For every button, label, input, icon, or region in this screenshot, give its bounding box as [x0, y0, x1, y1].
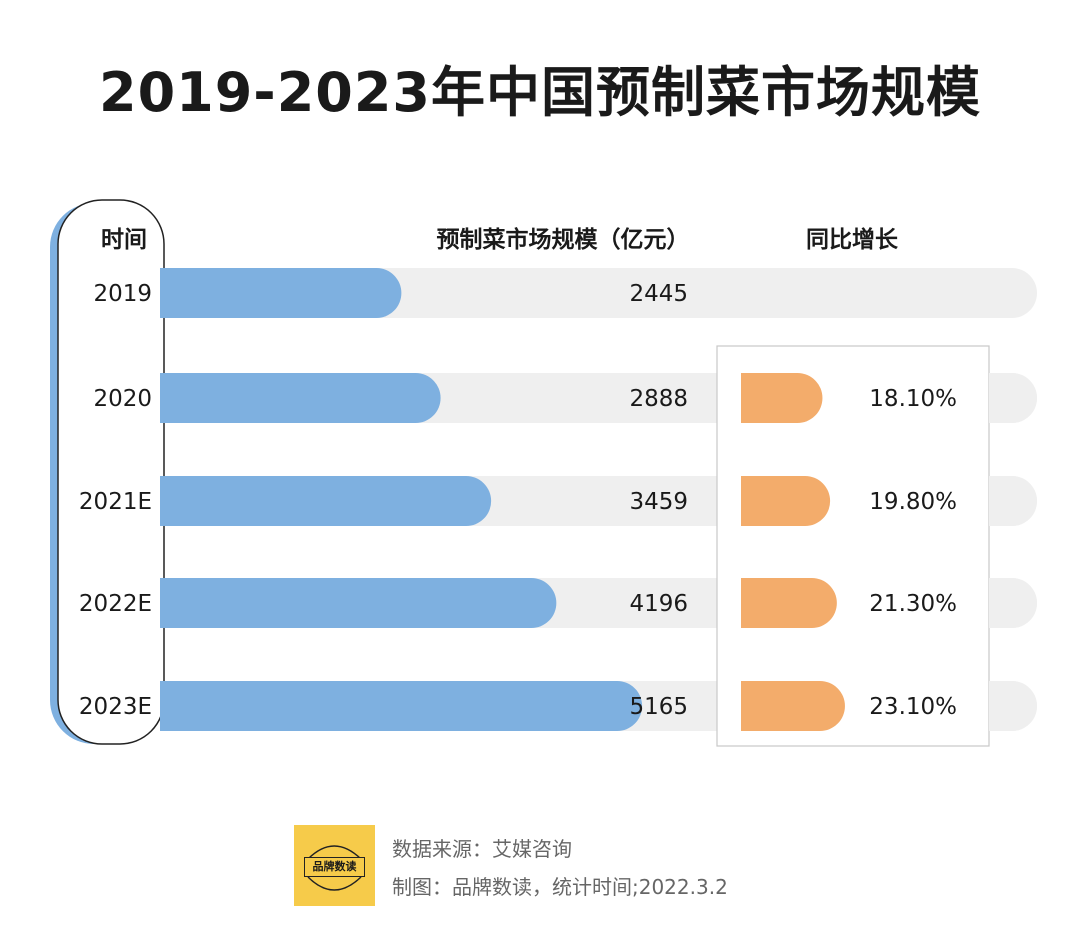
chart-credit: 制图：品牌数读，统计时间;2022.3.2 [392, 875, 728, 899]
brand-logo-text: 品牌数读 [304, 857, 365, 877]
growth-bar [741, 578, 837, 628]
market-size-bar-base [160, 578, 186, 628]
header-time: 时间 [101, 227, 147, 253]
chart-title: 2019-2023年中国预制菜市场规模 [99, 61, 981, 124]
year-label: 2022E [79, 591, 152, 617]
growth-value: 23.10% [869, 694, 957, 720]
year-label: 2020 [93, 386, 152, 412]
market-size-value: 5165 [629, 694, 688, 720]
growth-bar [741, 681, 845, 731]
brand-logo: 品牌数读 [294, 825, 375, 906]
market-size-bar [160, 268, 402, 318]
header-growth: 同比增长 [806, 226, 899, 253]
data-source: 数据来源：艾媒咨询 [392, 837, 572, 861]
market-size-bar-base [160, 681, 186, 731]
year-label: 2023E [79, 694, 152, 720]
market-size-value: 2445 [629, 281, 688, 307]
market-size-bar [160, 578, 557, 628]
growth-bar [741, 475, 831, 526]
growth-bar [741, 373, 823, 423]
market-size-value: 3459 [629, 489, 688, 515]
footer: 品牌数读 数据来源：艾媒咨询 制图：品牌数读，统计时间;2022.3.2 [294, 825, 814, 907]
market-size-bar-base [160, 373, 186, 423]
time-column [57, 199, 165, 745]
market-size-bar [160, 681, 643, 731]
header-market-size: 预制菜市场规模（亿元） [437, 226, 690, 253]
market-size-bar-base [160, 476, 186, 526]
bar-track-end [989, 476, 1037, 526]
market-size-bar [160, 476, 492, 526]
bar-track-end [989, 373, 1037, 423]
growth-value: 21.30% [869, 591, 957, 617]
year-label: 2021E [79, 489, 152, 515]
bar-track-end [989, 578, 1037, 628]
bar-track-end [989, 681, 1037, 731]
growth-value: 19.80% [869, 489, 957, 515]
market-size-bar [160, 373, 441, 423]
market-size-value: 4196 [629, 591, 688, 617]
market-size-bar-base [160, 268, 186, 318]
growth-value: 18.10% [869, 386, 957, 412]
market-size-value: 2888 [629, 386, 688, 412]
year-label: 2019 [93, 281, 152, 307]
